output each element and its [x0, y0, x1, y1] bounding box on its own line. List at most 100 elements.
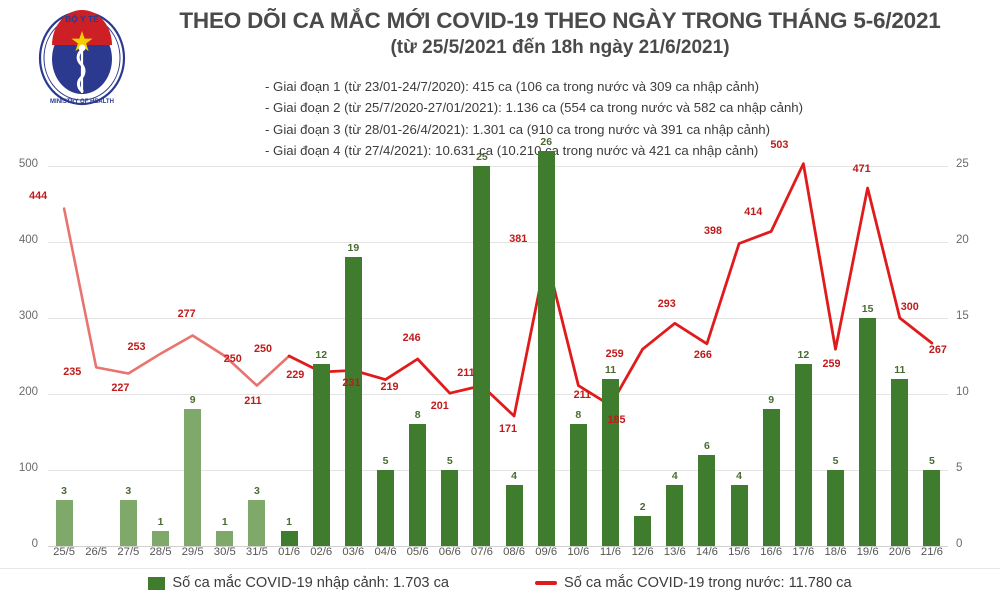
chart-plot-region: 0 100 200 300 400 500 0 5 10 15 20 25 3 3 1 9 1 3 1 12 19 5…	[0, 136, 1000, 558]
x-tick-06-6: 06/6	[438, 546, 461, 558]
moh-emblem-icon: BỘ Y TẾ MINISTRY OF HEALTH	[38, 10, 126, 106]
legend-label-imported: Số ca mắc COVID-19 nhập cảnh: 1.703 ca	[172, 575, 450, 591]
line-label-21-6: 267	[928, 344, 947, 357]
bar-09-6[interactable]	[537, 150, 555, 546]
line-label-31-5: 211	[244, 394, 262, 407]
left-axis-tick-0: 0	[31, 538, 38, 550]
bar-label-21-6: 5	[929, 455, 935, 467]
bar-label-19-6: 15	[861, 303, 874, 315]
bar-label-03-6: 19	[347, 242, 360, 255]
bar-01-6[interactable]	[280, 530, 298, 546]
bar-label-20-6: 11	[894, 363, 906, 376]
x-tick-15-6: 15/6	[728, 546, 751, 558]
bar-30-5[interactable]	[216, 530, 234, 546]
bar-label-15-6: 4	[736, 470, 742, 483]
line-label-14-6: 266	[693, 348, 712, 361]
gridline	[48, 394, 948, 395]
line-label-18-6: 259	[822, 358, 841, 371]
x-tick-13-6: 13/6	[663, 546, 686, 558]
bar-label-17-6: 12	[797, 348, 810, 361]
x-tick-12-6: 12/6	[631, 546, 654, 558]
left-axis-tick-500: 500	[18, 158, 38, 170]
x-tick-31-5: 31/5	[245, 546, 268, 558]
left-axis-tick-300: 300	[18, 310, 38, 322]
plot-inner: 3 3 1 9 1 3 1 12 19 5 8 5 25 4 26 8 11 2 4 6 4 9 12 5 15 11 5 444 2…	[29, 136, 948, 546]
bar-15-6[interactable]	[730, 485, 748, 546]
bar-14-6[interactable]	[698, 454, 716, 546]
title-block: THEO DÕI CA MẮC MỚI COVID-19 THEO NGÀY T…	[130, 8, 990, 59]
bar-06-6[interactable]	[441, 470, 459, 546]
x-tick-07-6: 07/6	[470, 546, 493, 558]
line-label-27-5: 227	[111, 382, 130, 395]
right-axis-tick-5: 5	[956, 462, 963, 474]
bar-label-16-6: 9	[768, 394, 775, 407]
x-tick-01-6: 01/6	[278, 546, 301, 558]
x-tick-02-6: 02/6	[310, 546, 333, 558]
bar-10-6[interactable]	[569, 424, 587, 546]
phase-summary-list: - Giai đoạn 1 (từ 23/01-24/7/2020): 415 …	[265, 76, 965, 162]
left-axis-tick-100: 100	[18, 462, 38, 474]
gridline	[48, 546, 948, 547]
x-tick-10-6: 10/6	[567, 546, 590, 558]
legend-item-domestic[interactable]: Số ca mắc COVID-19 trong nước: 11.780 ca	[535, 575, 852, 591]
left-axis-tick-200: 200	[18, 386, 38, 398]
x-tick-18-6: 18/6	[824, 546, 847, 558]
bar-27-5[interactable]	[119, 500, 137, 546]
bar-03-6[interactable]	[344, 257, 362, 546]
line-label-04-6: 219	[380, 380, 399, 393]
bar-label-28-5: 1	[157, 515, 164, 528]
bar-label-27-5: 3	[125, 485, 132, 498]
legend-item-imported[interactable]: Số ca mắc COVID-19 nhập cảnh: 1.703 ca	[148, 575, 449, 591]
bar-label-07-6: 25	[476, 151, 488, 163]
line-label-12-6: 259	[605, 348, 624, 361]
x-tick-20-6: 20/6	[888, 546, 911, 558]
bar-04-6[interactable]	[377, 470, 394, 546]
bar-29-5[interactable]	[184, 409, 202, 546]
chart-header: BỘ Y TẾ MINISTRY OF HEALTH THEO DÕI CA M…	[0, 0, 1000, 158]
right-axis-tick-25: 25	[956, 158, 969, 170]
right-axis-tick-20: 20	[956, 234, 969, 246]
bar-label-30-5: 1	[221, 515, 228, 528]
bar-25-5[interactable]	[55, 500, 73, 546]
x-tick-26-5: 26/5	[85, 546, 108, 558]
bar-21-6[interactable]	[923, 470, 941, 546]
bar-18-6[interactable]	[827, 470, 844, 546]
gridline	[48, 242, 948, 243]
bar-28-5[interactable]	[152, 530, 169, 546]
bar-label-02-6: 12	[315, 348, 328, 361]
bar-11-6[interactable]	[602, 378, 619, 546]
line-label-06-6: 201	[430, 400, 449, 413]
line-label-30-5: 250	[223, 353, 242, 365]
bar-label-06-6: 5	[446, 455, 453, 467]
legend-label-domestic: Số ca mắc COVID-19 trong nước: 11.780 ca	[564, 575, 852, 591]
bar-08-6[interactable]	[505, 485, 523, 546]
x-tick-14-6: 14/6	[695, 546, 718, 558]
bar-13-6[interactable]	[666, 485, 684, 546]
bar-label-04-6: 5	[382, 455, 389, 467]
bar-17-6[interactable]	[794, 363, 812, 546]
bar-19-6[interactable]	[859, 318, 877, 546]
bar-05-6[interactable]	[409, 424, 427, 546]
ministry-of-health-logo: BỘ Y TẾ MINISTRY OF HEALTH	[36, 8, 128, 108]
bar-12-6[interactable]	[634, 515, 652, 546]
right-axis-tick-0: 0	[956, 538, 963, 550]
line-label-11-6: 185	[607, 414, 626, 427]
bar-31-5[interactable]	[248, 500, 266, 546]
x-tick-29-5: 29/5	[181, 546, 204, 558]
x-tick-11-6: 11/6	[599, 546, 622, 558]
bar-label-11-6: 11	[604, 363, 617, 376]
bar-02-6[interactable]	[312, 363, 330, 546]
x-tick-16-6: 16/6	[760, 546, 783, 558]
bar-16-6[interactable]	[762, 409, 780, 546]
gridline	[48, 166, 948, 167]
line-segment-early	[62, 207, 291, 387]
bar-07-6[interactable]	[473, 166, 491, 546]
bar-20-6[interactable]	[891, 378, 909, 546]
line-label-20-6: 300	[900, 301, 919, 313]
right-axis-tick-10: 10	[956, 386, 969, 398]
line-label-28-5: 253	[127, 340, 146, 353]
phase-line-4: - Giai đoạn 4 (từ 27/4/2021): 10.631 ca …	[265, 143, 759, 159]
bar-label-14-6: 6	[704, 439, 710, 452]
line-label-19-6: 471	[852, 163, 871, 176]
x-axis-date-ticks: 25/5 26/5 27/5 28/5 29/5 30/5 31/5 01/6 02/6 03/6…	[48, 546, 948, 568]
